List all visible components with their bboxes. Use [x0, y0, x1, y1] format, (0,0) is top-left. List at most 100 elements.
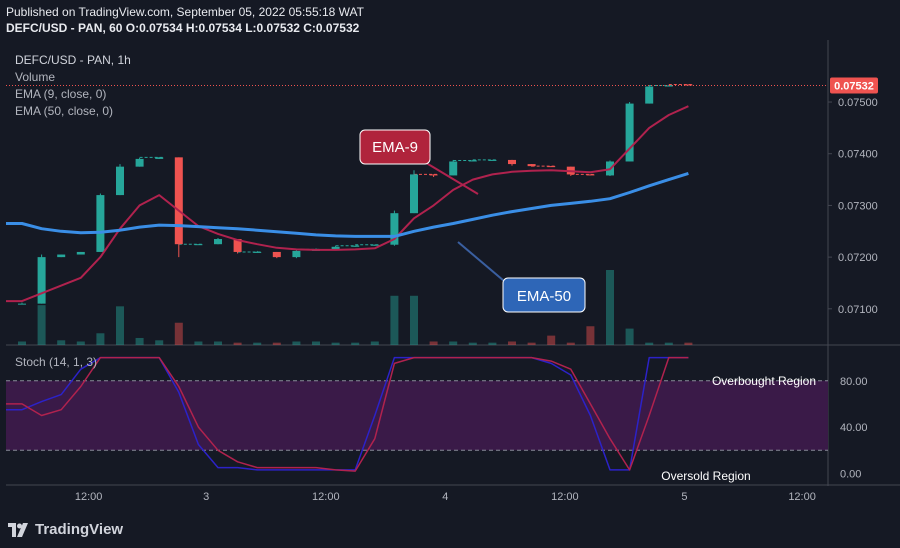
volume-bar [96, 333, 105, 345]
volume-bar [351, 342, 360, 345]
candle-body [684, 84, 693, 86]
ema9-callout-text: EMA-9 [372, 139, 418, 156]
legend-ema50[interactable]: EMA (50, close, 0) [15, 104, 114, 118]
volume-bar [155, 340, 164, 345]
volume-bar [37, 305, 46, 345]
volume-bar [135, 337, 144, 345]
legend-volume[interactable]: Volume [15, 70, 56, 84]
volume-bar [684, 342, 693, 345]
price-tick-label: 0.07200 [838, 252, 878, 264]
price-axis[interactable]: 0.07100 0.07200 0.07300 0.07400 0.07500 [828, 97, 878, 316]
candle-body [253, 251, 262, 253]
stoch-d-line [6, 356, 689, 472]
volume-bar [174, 322, 183, 345]
ema50-callout-text: EMA-50 [517, 288, 571, 305]
volume-bar [194, 341, 203, 345]
legend-stoch[interactable]: Stoch (14, 1, 3) [15, 355, 98, 369]
legend-symbol[interactable]: DEFC/USD - PAN, 1h [15, 53, 131, 67]
candle-body [625, 103, 634, 162]
published-line: Published on TradingView.com, September … [6, 5, 364, 19]
time-tick-label: 12:00 [551, 491, 579, 503]
stochastic-lines [6, 356, 689, 472]
time-tick-label: 12:00 [75, 491, 103, 503]
volume-bar [76, 341, 85, 345]
volume-bar [390, 295, 399, 345]
candle-body [390, 213, 399, 245]
overbought-label: Overbought Region [712, 374, 816, 388]
volume-bars [18, 270, 693, 345]
volume-bar [116, 306, 124, 345]
time-tick-label: 5 [681, 491, 687, 503]
candle-body [135, 158, 144, 167]
candle-body [37, 257, 46, 304]
last-price-badge [830, 77, 878, 94]
candle-body [351, 245, 360, 247]
price-tick-label: 0.07100 [838, 304, 878, 316]
volume-bar [312, 341, 320, 345]
time-tick-label: 12:00 [312, 491, 340, 503]
volume-bar [57, 340, 66, 345]
chart-area[interactable]: 0.07100 0.07200 0.07300 0.07400 0.07500 0.00… [0, 40, 900, 513]
price-tick-label: 0.07300 [838, 200, 878, 212]
time-tick-label: 12:00 [788, 491, 816, 503]
volume-bar [527, 342, 536, 345]
volume-bar [18, 341, 26, 345]
candle-body [468, 160, 477, 162]
volume-bar [606, 270, 614, 345]
candle-body [664, 85, 673, 87]
tradingview-brand: TradingView [35, 521, 124, 538]
candle-body [410, 174, 418, 214]
volume-bar [449, 341, 458, 345]
time-tick-label: 4 [442, 491, 448, 503]
legend-ema9[interactable]: EMA (9, close, 0) [15, 87, 107, 101]
volume-bar [468, 342, 477, 345]
volume-bar [272, 342, 281, 345]
stoch-band-fill [6, 380, 828, 451]
volume-bar [625, 328, 634, 345]
stoch-axis[interactable]: 0.00 40.00 80.00 [840, 376, 868, 481]
candle-body [174, 157, 183, 245]
candle-body [18, 303, 26, 305]
stoch-band [6, 380, 828, 451]
candle-body [547, 166, 556, 168]
volume-bar [645, 342, 654, 345]
time-tick-label: 3 [203, 491, 209, 503]
candle-body [272, 251, 281, 258]
candle-body [527, 164, 536, 167]
candle-body [370, 244, 379, 246]
volume-bar [664, 342, 673, 345]
candle-body [116, 166, 124, 196]
candle-body [429, 174, 438, 176]
volume-bar [331, 342, 340, 345]
candle-body [96, 195, 105, 252]
ema50-callout: EMA-50 [457, 241, 586, 313]
candle-body [233, 239, 242, 252]
volume-bar [253, 342, 262, 345]
last-price-label: 0.07532 [834, 80, 874, 92]
stoch-tick-label: 0.00 [840, 468, 861, 480]
time-axis[interactable]: 12:00 3 12:00 4 12:00 5 12:00 [75, 491, 816, 503]
candle-body [449, 161, 458, 176]
stoch-tick-label: 80.00 [840, 376, 868, 388]
candle-body [645, 86, 654, 104]
volume-bar [508, 341, 516, 345]
ema9-line [6, 105, 689, 303]
tradingview-footer: TradingView [8, 521, 123, 538]
volume-bar [586, 326, 595, 345]
price-tick-label: 0.07400 [838, 149, 878, 161]
candle-body [508, 159, 516, 165]
indicator-lines [6, 105, 689, 303]
volume-bar [429, 341, 438, 345]
candle-body [76, 251, 85, 255]
candle-body [194, 244, 203, 246]
candle-body [214, 239, 222, 245]
oversold-label: Oversold Region [661, 469, 750, 483]
ema50-line [6, 171, 689, 238]
candle-body [331, 246, 340, 250]
tradingview-logo-icon [8, 522, 28, 537]
ticker-ohlc-line: DEFC/USD - PAN, 60 O:0.07534 H:0.07534 L… [6, 21, 360, 35]
volume-bar [214, 341, 222, 345]
candle-body [155, 157, 164, 159]
volume-bar [370, 341, 379, 345]
volume-bar [233, 342, 242, 345]
